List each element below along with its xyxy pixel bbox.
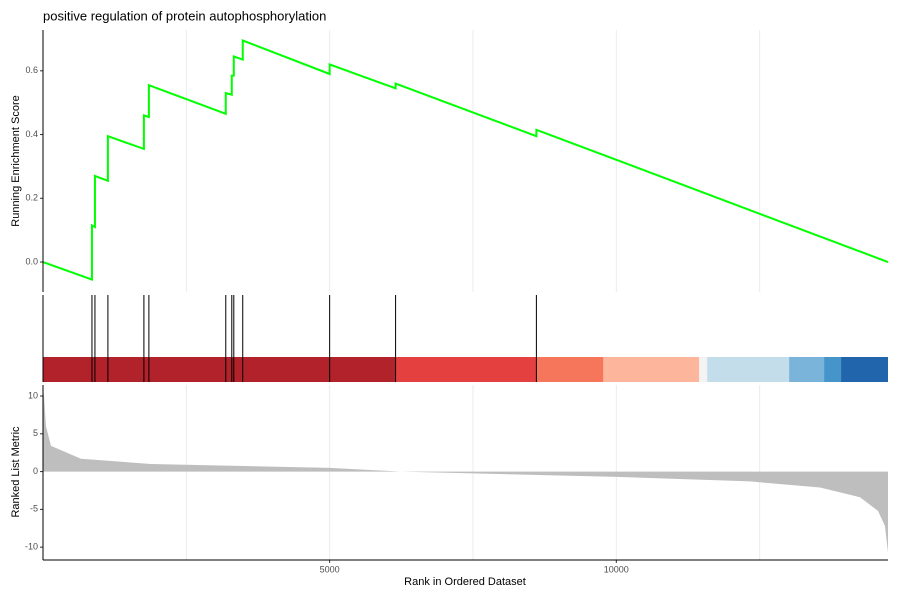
y-tick-label: 0 xyxy=(33,466,38,476)
rank-band xyxy=(603,357,700,382)
rank-band xyxy=(395,357,537,382)
running-score-line xyxy=(42,39,889,281)
rank-band xyxy=(707,357,790,382)
rank-band xyxy=(536,357,604,382)
y-tick-label: 0.4 xyxy=(25,129,38,139)
rank-band xyxy=(699,357,708,382)
y-axis-label: Ranked List Metric xyxy=(10,426,22,518)
rank-band xyxy=(841,357,888,382)
rank-band xyxy=(43,357,396,382)
y-tick-label: 0.6 xyxy=(25,65,38,75)
y-tick-label: 0.0 xyxy=(25,256,38,266)
y-tick-label: -5 xyxy=(30,504,38,514)
rank-band xyxy=(789,357,825,382)
y-axis-label: Running Enrichment Score xyxy=(10,95,22,226)
y-tick-label: 0.2 xyxy=(25,193,38,203)
metric-area xyxy=(43,388,888,553)
x-tick-label: 5000 xyxy=(320,564,340,574)
rank-band xyxy=(824,357,842,382)
y-tick-label: 5 xyxy=(33,428,38,438)
x-axis-label: Rank in Ordered Dataset xyxy=(404,576,526,588)
y-tick-label: -10 xyxy=(25,542,38,552)
y-tick-label: 10 xyxy=(28,390,38,400)
chart-title: positive regulation of protein autophosp… xyxy=(43,8,326,23)
x-tick-label: 10000 xyxy=(604,564,629,574)
